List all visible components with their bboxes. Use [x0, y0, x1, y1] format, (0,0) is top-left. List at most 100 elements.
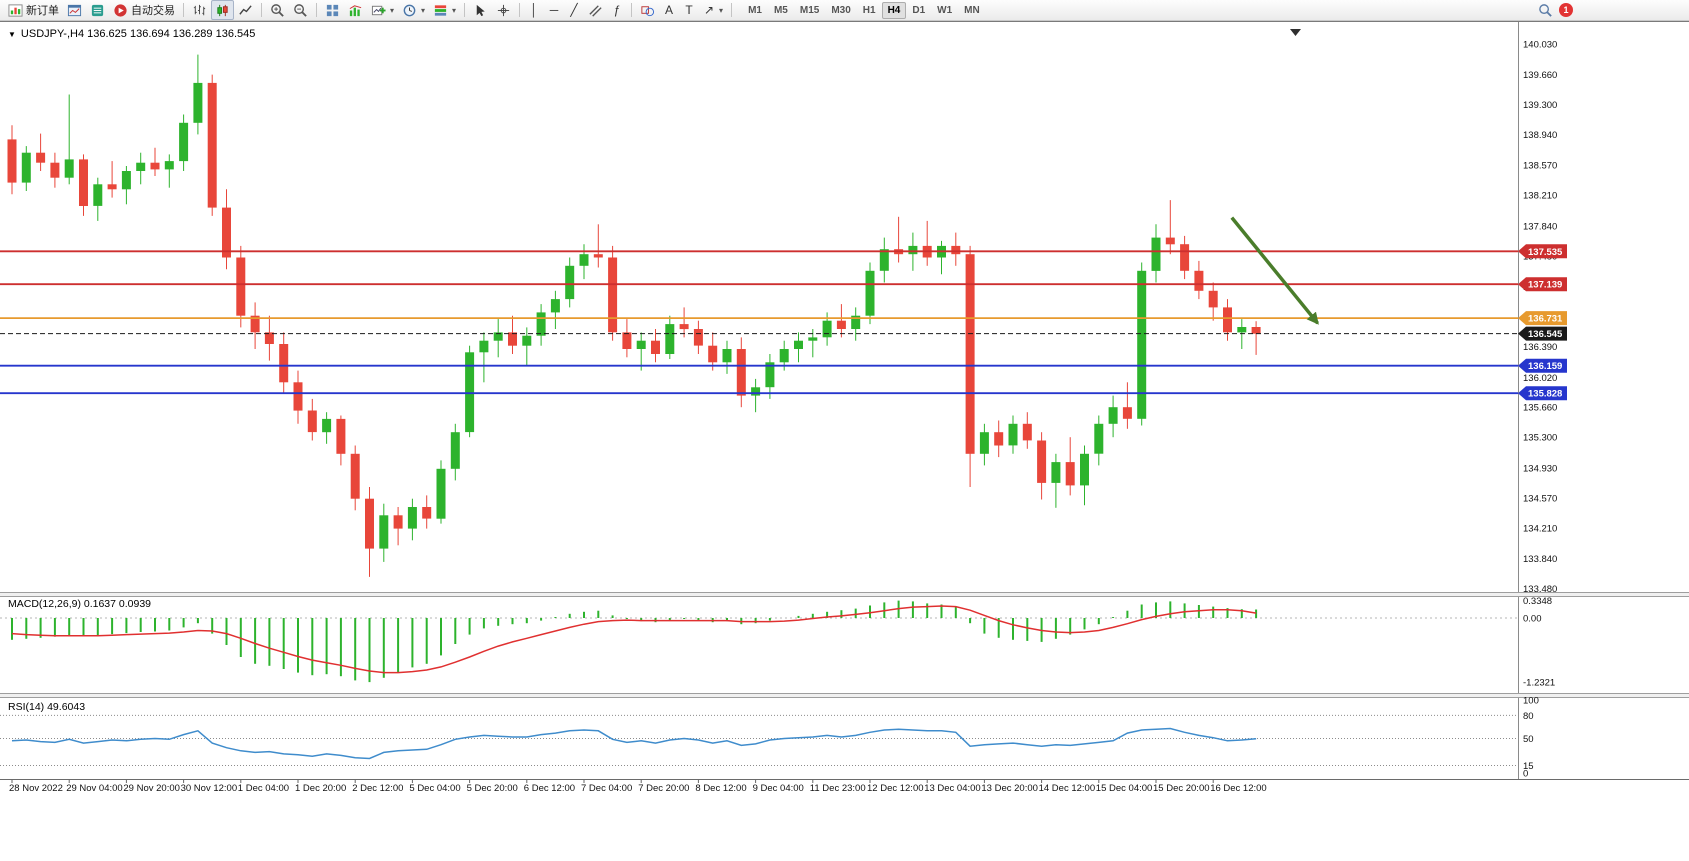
zoom-in-button[interactable] [266, 0, 289, 20]
candlestick-chart-button[interactable] [211, 0, 234, 20]
timeframe-h4[interactable]: H4 [881, 1, 907, 19]
timeframe-h1[interactable]: H1 [862, 4, 876, 16]
svg-text:30 Nov 12:00: 30 Nov 12:00 [181, 783, 238, 794]
svg-text:13 Dec 04:00: 13 Dec 04:00 [924, 783, 981, 794]
macd-panel: 0.3348 0.00 -1.2321 [0, 596, 1555, 689]
timeframe-m15[interactable]: M15 [799, 4, 820, 16]
clock-icon [402, 3, 417, 18]
candles-layer [7, 54, 1261, 577]
autotrading-label: 自动交易 [131, 5, 175, 17]
svg-text:136.159: 136.159 [1528, 361, 1562, 372]
svg-text:133.840: 133.840 [1523, 554, 1557, 565]
price-axis[interactable]: 140.030 139.660 139.300 138.940 138.570 138.2… [1518, 39, 1567, 595]
zoom-in-icon [270, 3, 285, 18]
crosshair-icon [496, 3, 511, 18]
svg-text:14 Dec 12:00: 14 Dec 12:00 [1039, 783, 1096, 794]
toolbar-right-group: 1 [1538, 3, 1573, 18]
indicators-button[interactable] [344, 0, 367, 20]
panel-splitter[interactable] [0, 693, 1689, 698]
template-icon [433, 3, 448, 18]
text-tool[interactable]: A [659, 0, 679, 20]
svg-text:7 Dec 20:00: 7 Dec 20:00 [638, 783, 689, 794]
text-label-tool[interactable]: T [679, 0, 699, 20]
panel-splitter[interactable] [0, 592, 1689, 597]
price-tag: 137.139 [1518, 277, 1567, 292]
toolbar-separator [631, 3, 633, 17]
timeframe-m5[interactable]: M5 [773, 4, 788, 16]
svg-text:15: 15 [1523, 761, 1534, 772]
horizontal-line-tool[interactable]: ─ [544, 0, 564, 20]
toolbar-separator [731, 3, 733, 17]
search-icon[interactable] [1538, 3, 1553, 18]
svg-text:134.570: 134.570 [1523, 493, 1557, 504]
svg-text:0: 0 [1523, 769, 1528, 780]
notification-badge[interactable]: 1 [1559, 3, 1573, 17]
level-lines-layer [0, 250, 1518, 395]
svg-text:136.731: 136.731 [1528, 314, 1563, 325]
svg-text:136.020: 136.020 [1523, 373, 1557, 384]
market-watch-button[interactable] [86, 0, 109, 20]
price-tag: 136.545 [1518, 326, 1567, 341]
indicators-icon [348, 3, 363, 18]
toolbar-separator [261, 3, 262, 17]
svg-text:15 Dec 04:00: 15 Dec 04:00 [1096, 783, 1153, 794]
svg-text:50: 50 [1523, 734, 1534, 745]
line-chart-button[interactable] [234, 0, 257, 20]
timeframe-mn[interactable]: MN [964, 4, 980, 16]
svg-text:137.535: 137.535 [1528, 247, 1563, 258]
template-dropdown[interactable]: ▾ [429, 0, 460, 20]
svg-text:0.00: 0.00 [1523, 614, 1542, 625]
arrow-tool-icon: ↗ [704, 3, 715, 17]
price-tag: 136.159 [1518, 358, 1567, 373]
autotrading-icon [113, 3, 128, 18]
svg-text:29 Nov 20:00: 29 Nov 20:00 [123, 783, 180, 794]
toolbar: 新订单 自动交易 ▾ ▾ ▾ │ ─ ╱ ƒ A T ↗ ▾ [0, 0, 1689, 21]
candlestick-icon [215, 3, 230, 18]
zoom-out-button[interactable] [289, 0, 312, 20]
shapes-tool[interactable] [636, 0, 659, 20]
add-chart-icon [371, 3, 386, 18]
trendline-icon: ╱ [570, 3, 578, 17]
chart-shift-marker[interactable] [1290, 29, 1301, 36]
cursor-icon [473, 3, 488, 18]
new-order-button[interactable]: 新订单 [4, 0, 63, 20]
cursor-tool-button[interactable] [469, 0, 492, 20]
svg-text:136.545: 136.545 [1528, 329, 1563, 340]
svg-text:136.390: 136.390 [1523, 342, 1557, 353]
symbol-dropdown-caret[interactable]: ▼ [8, 29, 16, 39]
autotrading-button[interactable]: 自动交易 [109, 0, 179, 20]
svg-text:1 Dec 04:00: 1 Dec 04:00 [238, 783, 289, 794]
arrows-tool-dropdown[interactable]: ↗ ▾ [699, 0, 727, 20]
trend-arrow-annotation[interactable] [1230, 216, 1319, 325]
channel-tool[interactable] [584, 0, 607, 20]
chevron-down-icon: ▾ [421, 5, 426, 15]
svg-text:5 Dec 04:00: 5 Dec 04:00 [409, 783, 460, 794]
timeframe-d1[interactable]: D1 [912, 4, 926, 16]
trendline-tool[interactable]: ╱ [564, 0, 584, 20]
timeframe-m30[interactable]: M30 [831, 4, 851, 16]
svg-text:137.139: 137.139 [1528, 280, 1562, 291]
bar-chart-button[interactable] [188, 0, 211, 20]
charts-button[interactable] [63, 0, 86, 20]
svg-text:138.570: 138.570 [1523, 161, 1557, 172]
chevron-down-icon: ▾ [719, 5, 724, 15]
svg-text:135.300: 135.300 [1523, 433, 1557, 444]
svg-text:134.210: 134.210 [1523, 523, 1557, 534]
period-dropdown[interactable]: ▾ [398, 0, 429, 20]
vertical-line-tool[interactable]: │ [524, 0, 544, 20]
tile-windows-button[interactable] [321, 0, 344, 20]
svg-text:139.660: 139.660 [1523, 70, 1557, 81]
svg-text:137.840: 137.840 [1523, 221, 1557, 232]
timeframe-m1[interactable]: M1 [748, 4, 762, 16]
svg-text:1 Dec 20:00: 1 Dec 20:00 [295, 783, 346, 794]
svg-text:0.3348: 0.3348 [1523, 596, 1552, 607]
crosshair-tool-button[interactable] [492, 0, 515, 20]
fibonacci-tool[interactable]: ƒ [607, 0, 627, 20]
symbol-ohlc-text: USDJPY-,H4 136.625 136.694 136.289 136.5… [20, 28, 256, 40]
svg-text:138.940: 138.940 [1523, 130, 1557, 141]
bar-chart-icon [192, 3, 207, 18]
timeframe-w1[interactable]: W1 [937, 4, 953, 16]
time-axis[interactable]: 28 Nov 2022 29 Nov 04:00 29 Nov 20:00 30 No… [9, 780, 1267, 794]
add-indicator-dropdown[interactable]: ▾ [367, 0, 398, 20]
